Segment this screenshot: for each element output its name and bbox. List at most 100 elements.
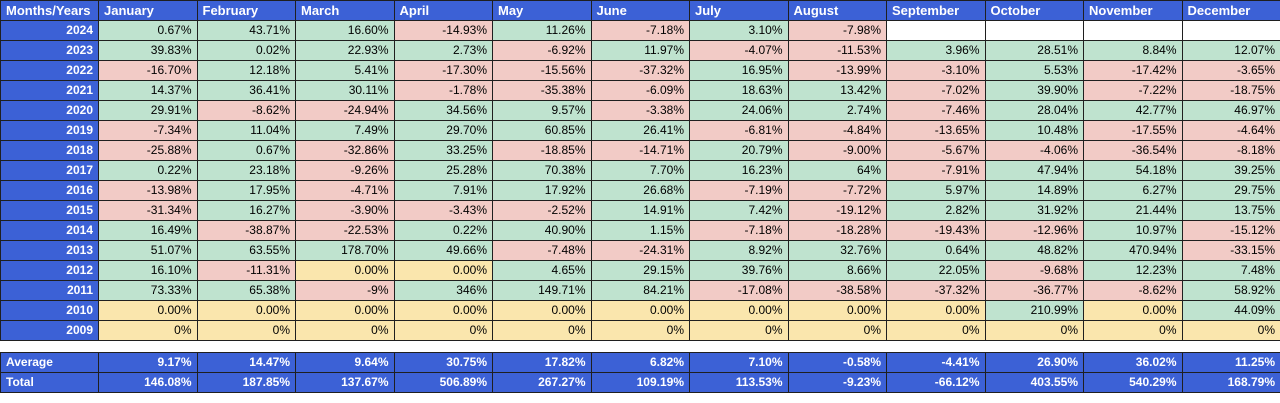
return-cell[interactable]: -8.62%	[1083, 280, 1183, 301]
return-cell[interactable]: 0.00%	[590, 300, 690, 321]
month-header[interactable]: September	[886, 0, 986, 21]
return-cell[interactable]: 0.00%	[196, 300, 296, 321]
return-cell[interactable]: -3.10%	[886, 60, 986, 81]
return-cell[interactable]: -33.15%	[1181, 240, 1280, 261]
return-cell[interactable]: -7.91%	[886, 160, 986, 181]
return-cell[interactable]: 46.97%	[1181, 100, 1280, 121]
return-cell[interactable]: -13.98%	[98, 180, 198, 201]
return-cell[interactable]: 8.84%	[1083, 40, 1183, 61]
return-cell[interactable]: -16.70%	[98, 60, 198, 81]
return-cell[interactable]: -22.53%	[295, 220, 395, 241]
corner-header[interactable]: Months/Years	[0, 0, 99, 21]
return-cell[interactable]: 29.70%	[393, 120, 493, 141]
return-cell[interactable]: 2.74%	[787, 100, 887, 121]
return-cell[interactable]: 0.00%	[393, 260, 493, 281]
return-cell[interactable]: 32.76%	[787, 240, 887, 261]
return-cell[interactable]: -8.62%	[196, 100, 296, 121]
summary-cell[interactable]: 403.55%	[984, 372, 1084, 393]
return-cell[interactable]: 29.75%	[1181, 180, 1280, 201]
summary-cell[interactable]: 146.08%	[98, 372, 198, 393]
return-cell[interactable]: 7.48%	[1181, 260, 1280, 281]
return-cell[interactable]: -6.09%	[590, 80, 690, 101]
summary-cell[interactable]: 6.82%	[590, 352, 690, 373]
return-cell[interactable]: 54.18%	[1083, 160, 1183, 181]
return-cell[interactable]: 17.95%	[196, 180, 296, 201]
empty-cell[interactable]	[1181, 20, 1280, 41]
month-header[interactable]: April	[393, 0, 493, 21]
return-cell[interactable]: 23.18%	[196, 160, 296, 181]
return-cell[interactable]: -4.07%	[689, 40, 789, 61]
month-header[interactable]: January	[98, 0, 198, 21]
return-cell[interactable]: -1.78%	[393, 80, 493, 101]
return-cell[interactable]: 2.73%	[393, 40, 493, 61]
return-cell[interactable]: -11.53%	[787, 40, 887, 61]
return-cell[interactable]: 11.97%	[590, 40, 690, 61]
return-cell[interactable]: -7.18%	[590, 20, 690, 41]
return-cell[interactable]: -18.75%	[1181, 80, 1280, 101]
return-cell[interactable]: -37.32%	[886, 280, 986, 301]
return-cell[interactable]: 47.94%	[984, 160, 1084, 181]
return-cell[interactable]: 210.99%	[984, 300, 1084, 321]
return-cell[interactable]: 12.07%	[1181, 40, 1280, 61]
return-cell[interactable]: 36.41%	[196, 80, 296, 101]
year-label[interactable]: 2011	[0, 280, 99, 301]
return-cell[interactable]: -9.26%	[295, 160, 395, 181]
month-header[interactable]: December	[1181, 0, 1280, 21]
return-cell[interactable]: 7.49%	[295, 120, 395, 141]
return-cell[interactable]: 25.28%	[393, 160, 493, 181]
return-cell[interactable]: 21.44%	[1083, 200, 1183, 221]
summary-cell[interactable]: 168.79%	[1181, 372, 1280, 393]
return-cell[interactable]: -36.54%	[1083, 140, 1183, 161]
summary-cell[interactable]: 267.27%	[492, 372, 592, 393]
return-cell[interactable]: 22.93%	[295, 40, 395, 61]
return-cell[interactable]: -32.86%	[295, 140, 395, 161]
return-cell[interactable]: 0%	[393, 320, 493, 341]
summary-cell[interactable]: 109.19%	[590, 372, 690, 393]
return-cell[interactable]: -6.92%	[492, 40, 592, 61]
return-cell[interactable]: -7.02%	[886, 80, 986, 101]
return-cell[interactable]: 0%	[886, 320, 986, 341]
return-cell[interactable]: 16.49%	[98, 220, 198, 241]
return-cell[interactable]: 30.11%	[295, 80, 395, 101]
year-label[interactable]: 2016	[0, 180, 99, 201]
return-cell[interactable]: -17.08%	[689, 280, 789, 301]
return-cell[interactable]: -31.34%	[98, 200, 198, 221]
return-cell[interactable]: 39.25%	[1181, 160, 1280, 181]
empty-cell[interactable]	[886, 20, 986, 41]
summary-cell[interactable]: 113.53%	[689, 372, 789, 393]
return-cell[interactable]: 11.04%	[196, 120, 296, 141]
month-header[interactable]: August	[787, 0, 887, 21]
return-cell[interactable]: 34.56%	[393, 100, 493, 121]
return-cell[interactable]: 49.66%	[393, 240, 493, 261]
summary-cell[interactable]: -4.41%	[886, 352, 986, 373]
return-cell[interactable]: -17.30%	[393, 60, 493, 81]
return-cell[interactable]: 14.91%	[590, 200, 690, 221]
return-cell[interactable]: -11.31%	[196, 260, 296, 281]
summary-cell[interactable]: 30.75%	[393, 352, 493, 373]
return-cell[interactable]: 0.67%	[98, 20, 198, 41]
return-cell[interactable]: 0.64%	[886, 240, 986, 261]
return-cell[interactable]: -13.65%	[886, 120, 986, 141]
year-label[interactable]: 2014	[0, 220, 99, 241]
summary-cell[interactable]: 9.17%	[98, 352, 198, 373]
return-cell[interactable]: -3.90%	[295, 200, 395, 221]
month-header[interactable]: July	[689, 0, 789, 21]
return-cell[interactable]: 7.42%	[689, 200, 789, 221]
month-header[interactable]: March	[295, 0, 395, 21]
return-cell[interactable]: 2.82%	[886, 200, 986, 221]
return-cell[interactable]: 0%	[492, 320, 592, 341]
return-cell[interactable]: 0%	[984, 320, 1084, 341]
return-cell[interactable]: 43.71%	[196, 20, 296, 41]
return-cell[interactable]: 14.89%	[984, 180, 1084, 201]
return-cell[interactable]: 11.26%	[492, 20, 592, 41]
return-cell[interactable]: 16.27%	[196, 200, 296, 221]
return-cell[interactable]: 10.48%	[984, 120, 1084, 141]
return-cell[interactable]: 0.22%	[98, 160, 198, 181]
return-cell[interactable]: -14.93%	[393, 20, 493, 41]
return-cell[interactable]: -3.65%	[1181, 60, 1280, 81]
return-cell[interactable]: -4.71%	[295, 180, 395, 201]
return-cell[interactable]: -36.77%	[984, 280, 1084, 301]
summary-cell[interactable]: 7.10%	[689, 352, 789, 373]
return-cell[interactable]: 84.21%	[590, 280, 690, 301]
return-cell[interactable]: 24.06%	[689, 100, 789, 121]
